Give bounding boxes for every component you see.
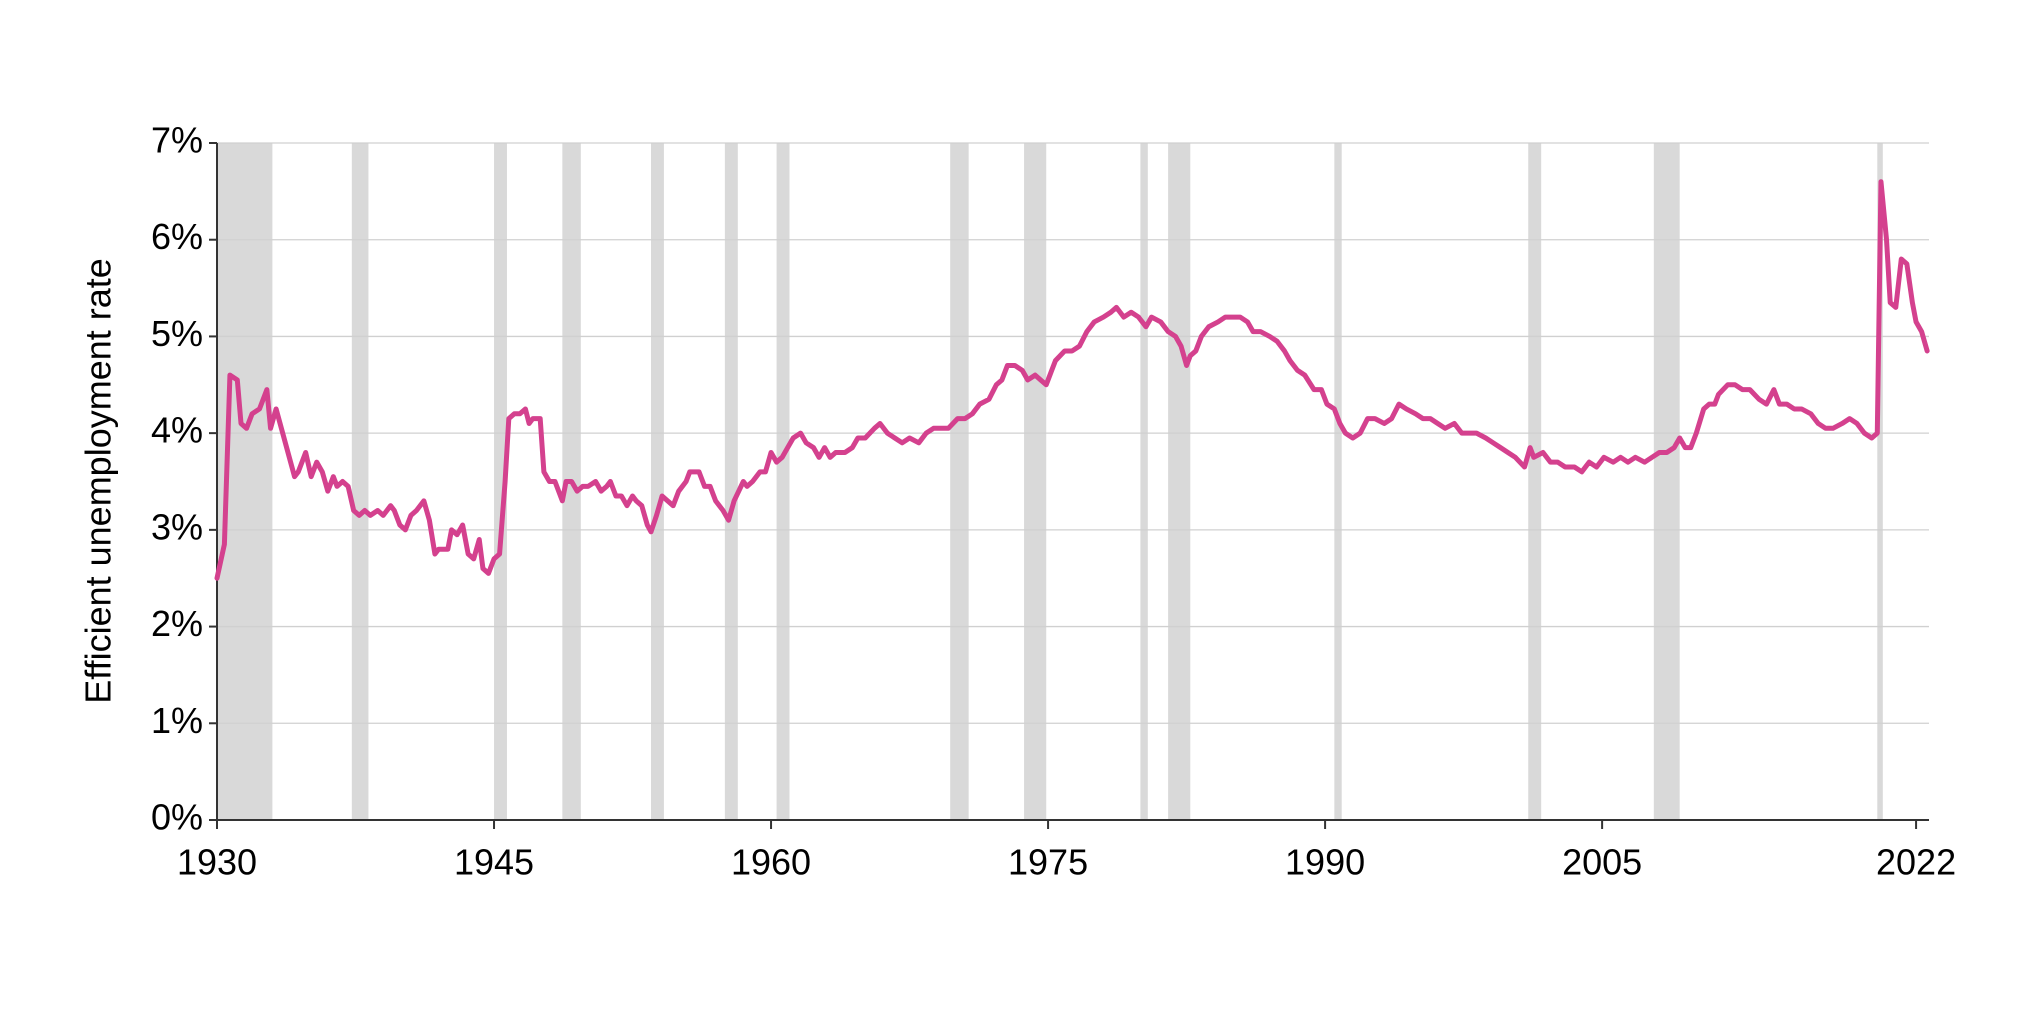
x-tick-label: 2022 [1876, 842, 1956, 883]
y-tick-label: 7% [151, 120, 203, 161]
recession-band [724, 143, 738, 820]
recession-band [1528, 143, 1542, 820]
data-line [214, 179, 1930, 581]
recession-band [1168, 143, 1191, 820]
x-tick-label: 1945 [454, 842, 534, 883]
x-tick-label: 1960 [731, 842, 811, 883]
recession-band [950, 143, 969, 820]
recession-band [651, 143, 664, 820]
x-tick-label: 1975 [1008, 842, 1088, 883]
x-tick-label: 2005 [1562, 842, 1642, 883]
x-tick-label: 1990 [1285, 842, 1365, 883]
y-tick-label: 1% [151, 700, 203, 741]
recession-band [494, 143, 507, 820]
y-tick-label: 0% [151, 797, 203, 838]
y-tick-label: 2% [151, 603, 203, 644]
y-tick-label: 5% [151, 313, 203, 354]
recession-band [776, 143, 790, 820]
recession-band [1653, 143, 1680, 820]
y-tick-label: 3% [151, 506, 203, 547]
recession-band [351, 143, 369, 820]
y-tick-label: 4% [151, 410, 203, 451]
recession-band [1024, 143, 1047, 820]
recession-band [1140, 143, 1148, 820]
recession-band [1334, 143, 1342, 820]
y-tick-label: 6% [151, 216, 203, 257]
x-tick-label: 1930 [177, 842, 257, 883]
recession-band [1877, 143, 1883, 820]
y-axis-label: Efficient unemployment rate [78, 258, 119, 704]
